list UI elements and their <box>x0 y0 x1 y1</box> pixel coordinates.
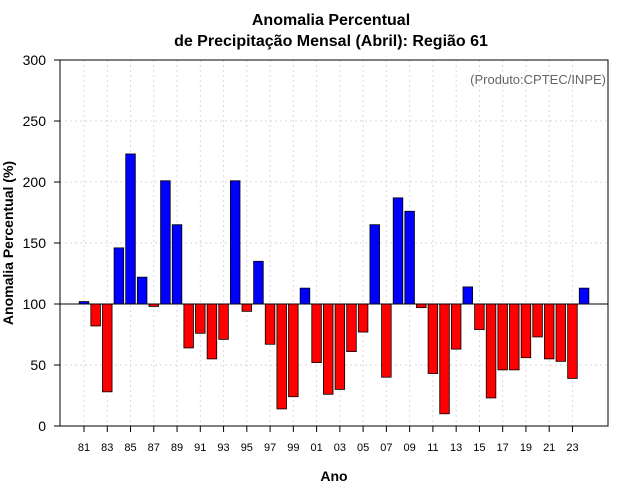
y-tick-label: 200 <box>23 174 47 190</box>
bar-97 <box>264 303 276 345</box>
bar-95 <box>241 303 253 312</box>
bar-07 <box>381 303 392 378</box>
x-tick-label: 97 <box>264 442 276 454</box>
bar-84 <box>113 247 125 305</box>
x-tick-label: 07 <box>380 442 392 454</box>
x-tick-label: 21 <box>543 442 555 454</box>
bar-93 <box>218 303 229 340</box>
bar-20 <box>532 303 543 338</box>
bar-83 <box>102 303 113 393</box>
bar-17 <box>497 303 508 371</box>
x-tick-label: 95 <box>241 442 253 454</box>
bar-82 <box>90 303 101 327</box>
x-tick-label: 19 <box>520 442 532 454</box>
bar-90 <box>183 303 194 349</box>
bar-18 <box>509 303 520 371</box>
x-tick-label: 05 <box>357 442 369 454</box>
chart-title-line-1: Anomalia Percentual <box>252 12 410 29</box>
x-tick-label: 03 <box>334 442 346 454</box>
x-tick-label: 83 <box>101 442 113 454</box>
x-axis-title: Ano <box>320 468 347 484</box>
bar-99 <box>288 303 299 398</box>
x-tick-label: 13 <box>450 442 462 454</box>
bars <box>78 153 590 415</box>
grid-lines <box>60 60 608 426</box>
bar-88 <box>160 180 171 305</box>
bar-86 <box>136 276 148 305</box>
bar-16 <box>485 303 497 399</box>
x-tick-label: 87 <box>148 442 160 454</box>
bar-89 <box>171 224 183 305</box>
bar-09 <box>404 210 415 305</box>
x-tick-label: 17 <box>497 442 509 454</box>
x-tick-label: 23 <box>566 442 578 454</box>
x-tick-label: 91 <box>194 442 206 454</box>
bar-19 <box>520 303 532 359</box>
x-tick-label: 99 <box>287 442 299 454</box>
y-tick-label: 100 <box>23 296 47 312</box>
bar-04 <box>346 303 357 352</box>
y-axis: 0 50 100 150 200 250 300 <box>23 52 60 434</box>
y-tick-label: 50 <box>30 357 46 373</box>
y-tick-label: 0 <box>38 418 46 434</box>
bar-06 <box>369 224 380 305</box>
bar-13 <box>450 303 462 350</box>
bar-94 <box>229 180 241 305</box>
bar-11 <box>427 303 439 374</box>
bar-15 <box>474 303 485 331</box>
bar-12 <box>439 303 450 415</box>
y-tick-label: 300 <box>23 52 47 68</box>
y-tick-label: 150 <box>23 235 47 251</box>
x-tick-label: 81 <box>78 442 90 454</box>
bar-02 <box>323 303 334 395</box>
bar-98 <box>276 303 287 410</box>
x-tick-label: 93 <box>217 442 229 454</box>
bar-91 <box>195 303 206 334</box>
x-tick-label: 11 <box>427 442 438 454</box>
y-tick-label: 250 <box>23 113 47 129</box>
credit-label: (Produto:CPTEC/INPE) <box>470 72 606 87</box>
bar-00 <box>299 287 311 305</box>
chart-title-line-2: de Precipitação Mensal (Abril): Região 6… <box>174 33 488 50</box>
bar-23 <box>567 303 578 379</box>
x-tick-label: 15 <box>473 442 485 454</box>
bar-21 <box>544 303 555 360</box>
bar-01 <box>311 303 322 363</box>
x-tick-label: 85 <box>124 442 136 454</box>
bar-03 <box>334 303 346 390</box>
x-tick-label: 09 <box>404 442 416 454</box>
x-axis: 81 83 85 87 89 91 93 95 97 99 01 03 05 07 09 11 13 15 17 19… <box>78 426 579 454</box>
x-tick-label: 89 <box>171 442 183 454</box>
bar-08 <box>392 197 404 305</box>
bar-92 <box>206 303 218 360</box>
bar-14 <box>462 286 473 305</box>
y-axis-title: Anomalia Percentual (%) <box>0 161 16 325</box>
bar-10 <box>416 303 427 309</box>
bar-24 <box>578 287 590 305</box>
x-tick-label: 01 <box>310 442 322 454</box>
bar-96 <box>253 260 264 305</box>
bar-85 <box>125 153 136 305</box>
bar-22 <box>555 303 567 362</box>
bar-05 <box>357 303 369 333</box>
